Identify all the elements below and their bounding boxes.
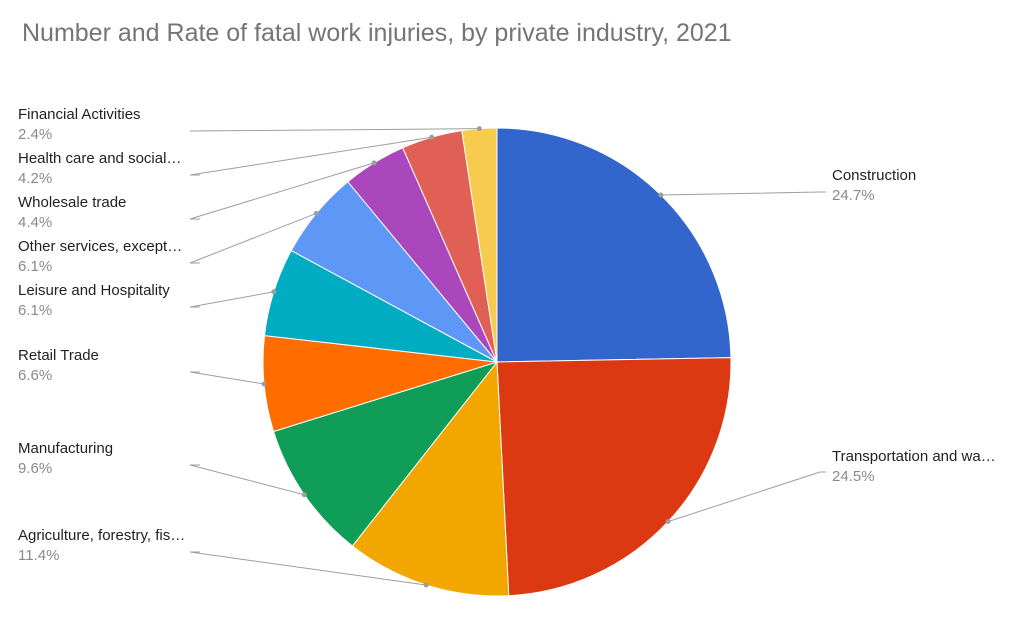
pie-chart: Construction 24.7% Transportation and wa… 2… [0,0,1024,625]
leader-line [190,372,264,384]
slice-label-name: Other services, except… [18,238,182,255]
slice-label-name: Transportation and wa… [832,448,996,465]
pie-slice [497,128,731,362]
leader-dot [429,135,434,140]
slice-label-name: Agriculture, forestry, fis… [18,527,185,544]
leader-dot [271,289,276,294]
leader-dot [372,160,377,165]
leader-dot [658,192,663,197]
leader-line [661,192,826,195]
slice-label-pct: 4.4% [18,214,52,231]
slice-label-pct: 6.1% [18,258,52,275]
leader-line [190,292,274,307]
slice-label-name: Manufacturing [18,440,113,457]
slice-label-pct: 24.5% [832,468,875,485]
leader-line [190,465,304,495]
slice-label-pct: 6.6% [18,367,52,384]
slice-label-name: Construction [832,167,916,184]
slice-label-pct: 6.1% [18,302,52,319]
slice-label-name: Health care and social… [18,150,181,167]
slice-label-pct: 9.6% [18,460,52,477]
leader-dot [424,582,429,587]
slice-label-name: Retail Trade [18,347,99,364]
slice-label-name: Financial Activities [18,106,141,123]
leader-dot [477,126,482,131]
leader-line [190,129,479,131]
slice-label-pct: 24.7% [832,187,875,204]
slice-label-name: Leisure and Hospitality [18,282,170,299]
slice-label-name: Wholesale trade [18,194,126,211]
slice-label-pct: 2.4% [18,126,52,143]
leader-dot [314,211,319,216]
leader-dot [666,519,671,524]
slice-label-pct: 11.4% [18,547,59,564]
leader-dot [302,492,307,497]
slice-label-pct: 4.2% [18,170,52,187]
pie-slice [497,358,731,596]
leader-dot [262,382,267,387]
